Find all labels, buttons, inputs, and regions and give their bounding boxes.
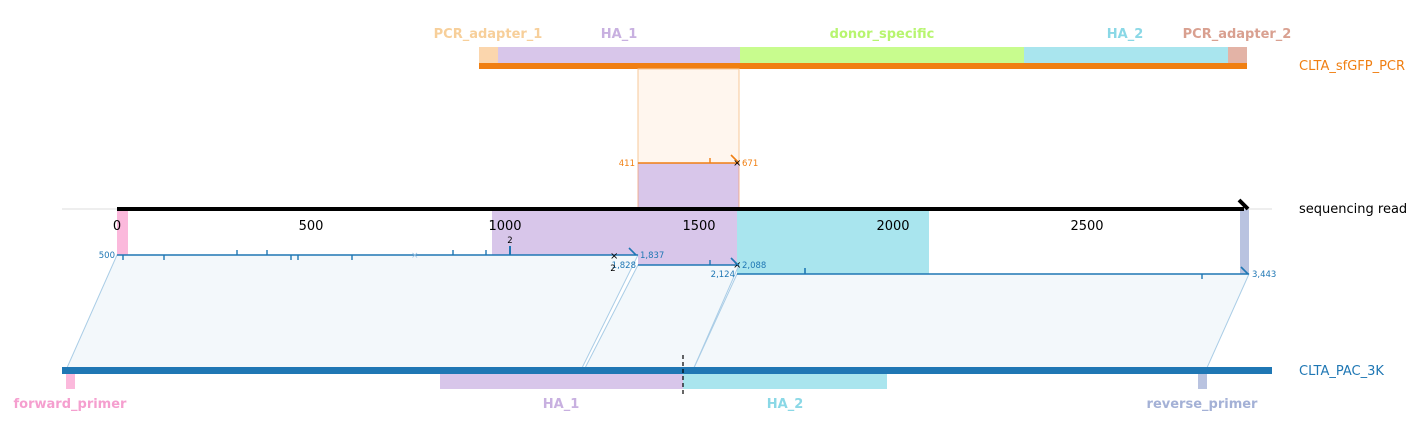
- read-segment-2-arrow: [730, 257, 739, 266]
- read-segment-2-end-label: 2,088: [742, 261, 766, 271]
- read-segment-1-gap-marker: ×: [411, 251, 419, 261]
- read-mark-label-b: 2: [610, 264, 615, 274]
- read-tick-label: 2000: [876, 219, 909, 234]
- read-segment-2-start-label: 1,828: [612, 261, 636, 271]
- top-feature-label-pcr-adapter-1: PCR_adapter_1: [434, 27, 543, 42]
- read-segment-1-start-label: 500: [99, 251, 115, 261]
- top-feature-label-pcr-adapter-2: PCR_adapter_2: [1183, 27, 1292, 42]
- top-feature-label-donor-specific: donor_specific: [830, 27, 935, 42]
- top-feature-pcr-adapter-2: [1228, 47, 1247, 64]
- top-feature-donor-specific: [740, 47, 1024, 64]
- read-ha2-block: [737, 209, 929, 274]
- bottom-sequence-track: forward_primer HA_1 HA_2 reverse_primer …: [14, 355, 1384, 412]
- top-feature-label-ha-2: HA_2: [1107, 27, 1144, 42]
- top-alignment-ha1-block: [637, 162, 740, 211]
- top-feature-pcr-adapter-1: [479, 47, 498, 64]
- read-tick-label: 0: [113, 219, 121, 234]
- top-sequence-bar: [479, 63, 1247, 69]
- bottom-sequence-name: CLTA_PAC_3K: [1299, 364, 1384, 379]
- read-segment-3-end-label: 3,443: [1252, 270, 1276, 280]
- read-ha1-block-2: [638, 209, 739, 265]
- bottom-feature-ha-1: [440, 374, 683, 389]
- read-tick-label: 500: [299, 219, 324, 234]
- read-segment-1-mismatches: [122, 246, 511, 260]
- bottom-feature-label-ha-1: HA_1: [543, 397, 580, 412]
- read-tick-label: 1500: [682, 219, 715, 234]
- read-axis: 0 500 1000 1500 2000 2500 sequencing rea…: [62, 198, 1407, 234]
- bottom-alignment-shade-3: [692, 273, 1250, 371]
- read-tick-label: 1000: [488, 219, 521, 234]
- bottom-alignment-shade-1: [65, 254, 639, 371]
- read-tick-label: 2500: [1070, 219, 1103, 234]
- top-feature-ha-1: [498, 47, 740, 64]
- read-forward-primer-block: [117, 209, 128, 255]
- top-sequence-track: PCR_adapter_1 HA_1 donor_specific HA_2 P…: [434, 27, 1405, 74]
- read-segment-3-arrow: [1240, 266, 1249, 275]
- bottom-feature-label-ha-2: HA_2: [767, 397, 804, 412]
- bottom-feature-ha-2: [683, 374, 887, 389]
- read-segment-3-start-label: 2,124: [711, 270, 735, 280]
- top-alignment-arrow: [730, 154, 739, 163]
- read-reverse-primer-block: [1240, 209, 1249, 274]
- top-alignment-end-label: 671: [742, 159, 758, 169]
- read-ha1-block: [492, 209, 638, 255]
- read-mark-label-a: 2: [507, 236, 512, 246]
- bottom-feature-forward-primer: [66, 374, 75, 389]
- bottom-feature-label-forward-primer: forward_primer: [14, 397, 128, 412]
- bottom-sequence-bar: [62, 367, 1272, 374]
- top-feature-label-ha-1: HA_1: [601, 27, 638, 42]
- top-alignment-shade: [637, 68, 740, 164]
- bottom-alignments: × × 500 1,837 2 × 1,828 2,088 2 2,124 3,…: [65, 236, 1276, 371]
- top-sequence-name: CLTA_sfGFP_PCR: [1299, 59, 1405, 74]
- read-segment-2-end-marker: ×: [733, 260, 741, 271]
- read-name: sequencing read: [1299, 202, 1407, 217]
- read-segment-1-end-marker: ×: [610, 251, 618, 262]
- top-alignment-end-marker: ×: [733, 158, 741, 169]
- top-alignment-start-label: 411: [619, 159, 635, 169]
- read-segment-1-arrow: [628, 247, 637, 256]
- bottom-feature-label-reverse-primer: reverse_primer: [1147, 397, 1259, 412]
- read-feature-shading: [117, 209, 1249, 274]
- bottom-feature-reverse-primer: [1198, 374, 1207, 389]
- top-alignment: × 411 671: [619, 68, 758, 211]
- read-segment-1-end-label: 1,837: [640, 251, 664, 261]
- read-axis-arrow: [1237, 198, 1250, 211]
- top-feature-ha-2: [1024, 47, 1228, 64]
